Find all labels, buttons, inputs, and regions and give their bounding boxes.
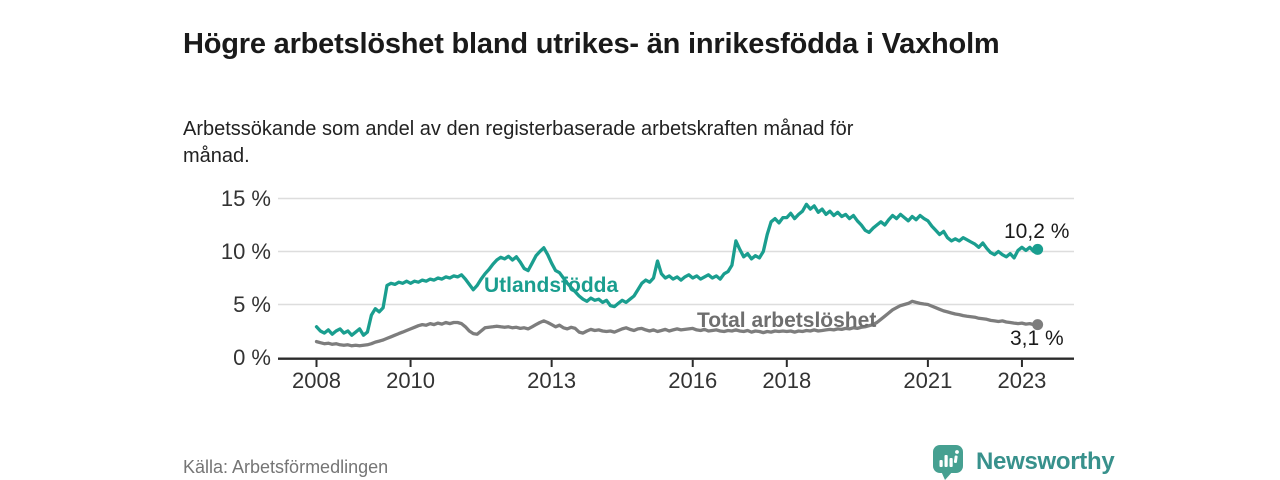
brand-logo: Newsworthy: [930, 443, 1115, 480]
series-end-dot-utlandsfodda: [1032, 243, 1044, 255]
source-note: Källa: Arbetsförmedlingen: [183, 457, 389, 477]
x-tick-label-2016: 2016: [668, 368, 717, 393]
x-tick-label-2008: 2008: [292, 368, 341, 393]
series-line-total-arbetsloshet: [314, 299, 1040, 348]
series-label-total-arbetsloshet: Total arbetslöshet: [697, 309, 877, 332]
x-tick-label-2013: 2013: [527, 368, 576, 393]
y-tick-label-5%: 5 %: [233, 292, 271, 317]
x-tick-label-2021: 2021: [903, 368, 952, 393]
series-label-utlandsfodda: Utlandsfödda: [484, 274, 619, 297]
x-tick-label-2023: 2023: [997, 368, 1046, 393]
x-tick-label-2018: 2018: [762, 368, 811, 393]
series-line-utlandsfodda: [314, 202, 1040, 337]
end-value-label-total: 3,1 %: [1010, 327, 1064, 350]
page-title: Högre arbetslöshet bland utrikes- än inr…: [183, 28, 1000, 61]
chart-subtitle: Arbetssökande som andel av den registerb…: [183, 118, 854, 167]
end-value-label-utlandsfodda: 10,2 %: [1004, 220, 1070, 243]
brand-wordmark: Newsworthy: [976, 447, 1115, 475]
series-end-dot-total-arbetsloshet: [1032, 319, 1044, 331]
y-tick-label-10%: 10 %: [221, 239, 271, 264]
y-tick-label-15%: 15 %: [221, 186, 271, 211]
x-tick-label-2010: 2010: [386, 368, 435, 393]
bar-chart-bubble-icon: [933, 445, 963, 480]
y-tick-label-0%: 0 %: [233, 345, 271, 370]
